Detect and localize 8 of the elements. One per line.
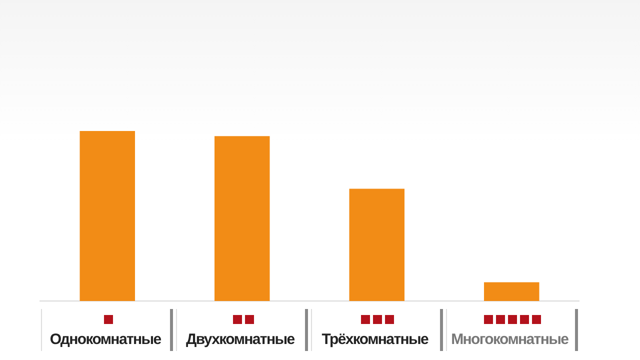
x-tick-label: Многокомнатные [450,331,570,348]
bar [484,282,540,301]
bar [214,136,270,301]
bar [80,131,135,301]
x-tick-label: Трёхкомнатные [320,331,430,348]
x-tick-label: Однокомнатные [48,331,162,348]
bar [349,188,404,301]
x-tick-label: Двухкомнатные [184,331,296,348]
